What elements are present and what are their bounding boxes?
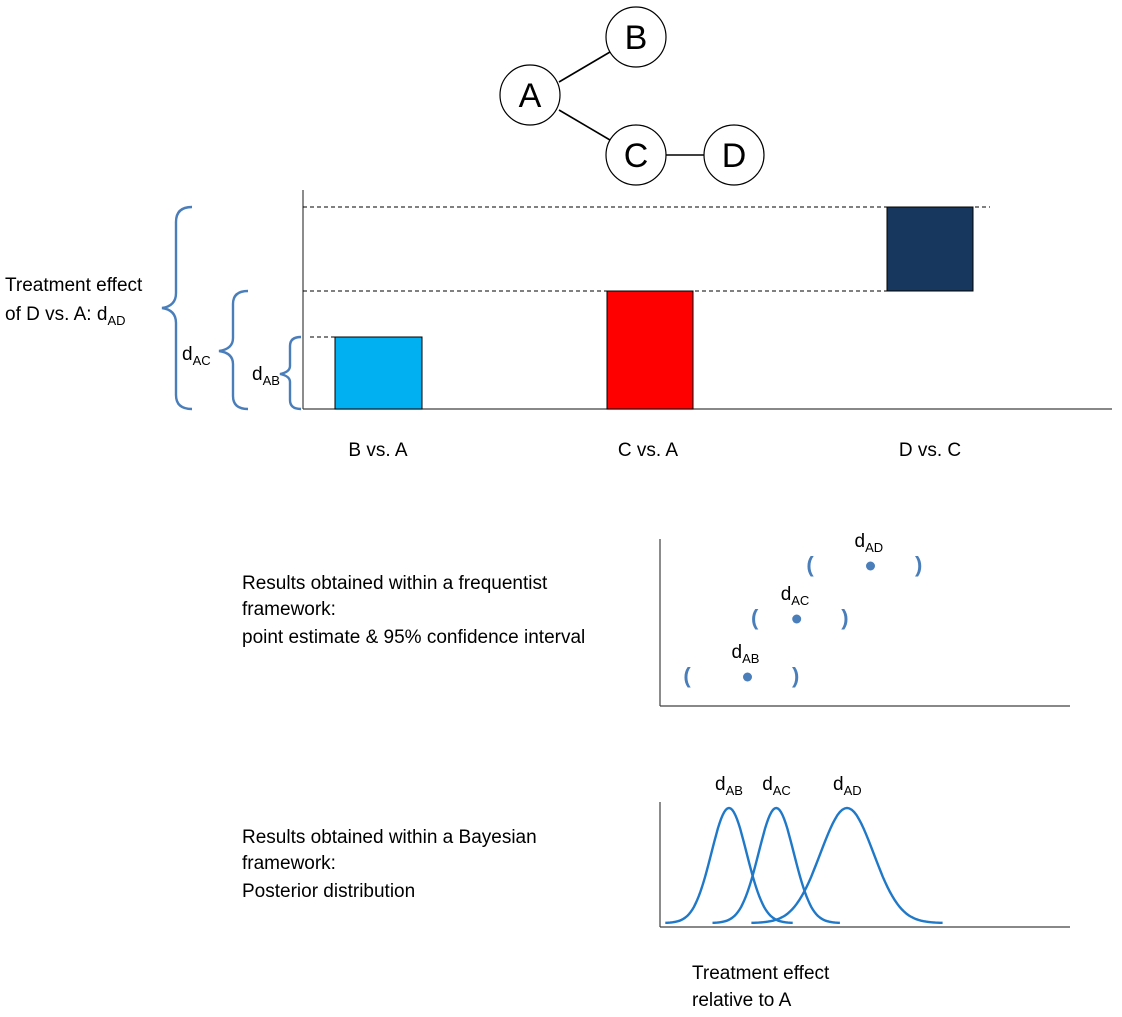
- bar-d-vs-c: [886, 206, 974, 292]
- brace-ac: [218, 289, 249, 411]
- node-b-label: B: [625, 19, 648, 57]
- node-c: [605, 124, 667, 186]
- node-c-label: C: [624, 137, 649, 175]
- frequentist-caption-line2: framework:: [242, 599, 336, 620]
- frequentist-caption-line1: Results obtained within a frequentist: [242, 573, 548, 594]
- estimate-label-ab: dAB: [732, 642, 760, 666]
- ci-upper-ab: ): [792, 663, 799, 688]
- posterior-label-ac: dAC: [762, 774, 791, 798]
- brace-ab-label: dAB: [252, 364, 280, 388]
- bayesian-plot: dAB dAC dAD: [659, 774, 1070, 928]
- x-tick-c-vs-a: C vs. A: [618, 440, 679, 461]
- axis-caption-line1: Treatment effect: [692, 963, 830, 984]
- frequentist-caption-line3: point estimate & 95% confidence interval: [242, 627, 585, 648]
- brace-ad-label-line2: of D vs. A: dAD: [5, 304, 126, 328]
- point-estimate-ad: [866, 561, 875, 571]
- bayesian-caption: Results obtained within a Bayesian frame…: [242, 827, 537, 902]
- network-graph: A B C D: [499, 6, 765, 186]
- edge-a-b: [558, 51, 611, 83]
- brace-ad: [161, 205, 193, 411]
- node-a: [499, 64, 561, 126]
- ci-lower-ac: (: [751, 605, 759, 630]
- x-tick-b-vs-a: B vs. A: [348, 440, 407, 461]
- braces: [161, 205, 302, 411]
- bar-c-vs-a: [606, 290, 694, 410]
- node-d-label: D: [722, 137, 747, 175]
- bayesian-caption-line2: framework:: [242, 853, 336, 874]
- axis-caption-line2: relative to A: [692, 990, 792, 1011]
- estimate-label-ad: dAD: [855, 531, 884, 555]
- bar-b-vs-a: [334, 336, 423, 410]
- brace-ac-label: dAC: [182, 344, 211, 368]
- posterior-curve-ad: [751, 806, 943, 924]
- x-tick-d-vs-c: D vs. C: [899, 440, 961, 461]
- ci-lower-ad: (: [806, 552, 814, 577]
- node-b: [605, 6, 667, 68]
- axis-caption: Treatment effect relative to A: [692, 963, 830, 1011]
- ci-upper-ac: ): [841, 605, 848, 630]
- posterior-label-ad: dAD: [833, 774, 862, 798]
- brace-ad-label-line1: Treatment effect: [5, 275, 143, 296]
- ci-upper-ad: ): [915, 552, 922, 577]
- posterior-curve-ab: [665, 806, 793, 924]
- node-d: [703, 124, 765, 186]
- ci-lower-ab: (: [683, 663, 691, 688]
- estimate-label-ac: dAC: [781, 584, 810, 608]
- frequentist-caption: Results obtained within a frequentist fr…: [242, 573, 585, 648]
- node-a-label: A: [519, 77, 542, 115]
- posterior-curve-ac: [712, 806, 840, 924]
- brace-ab: [279, 335, 302, 411]
- point-estimate-ac: [792, 614, 802, 624]
- brace-labels: Treatment effect of D vs. A: dAD dAC dAB: [5, 275, 280, 388]
- point-estimate-ab: [743, 672, 752, 682]
- frequentist-plot: () dAB () dAC () dAD: [659, 531, 1070, 707]
- bar-chart: B vs. A C vs. A D vs. C: [302, 190, 1112, 461]
- edge-a-c: [558, 109, 611, 141]
- posterior-label-ab: dAB: [715, 774, 743, 798]
- bayesian-caption-line3: Posterior distribution: [242, 881, 415, 902]
- bayesian-caption-line1: Results obtained within a Bayesian: [242, 827, 537, 848]
